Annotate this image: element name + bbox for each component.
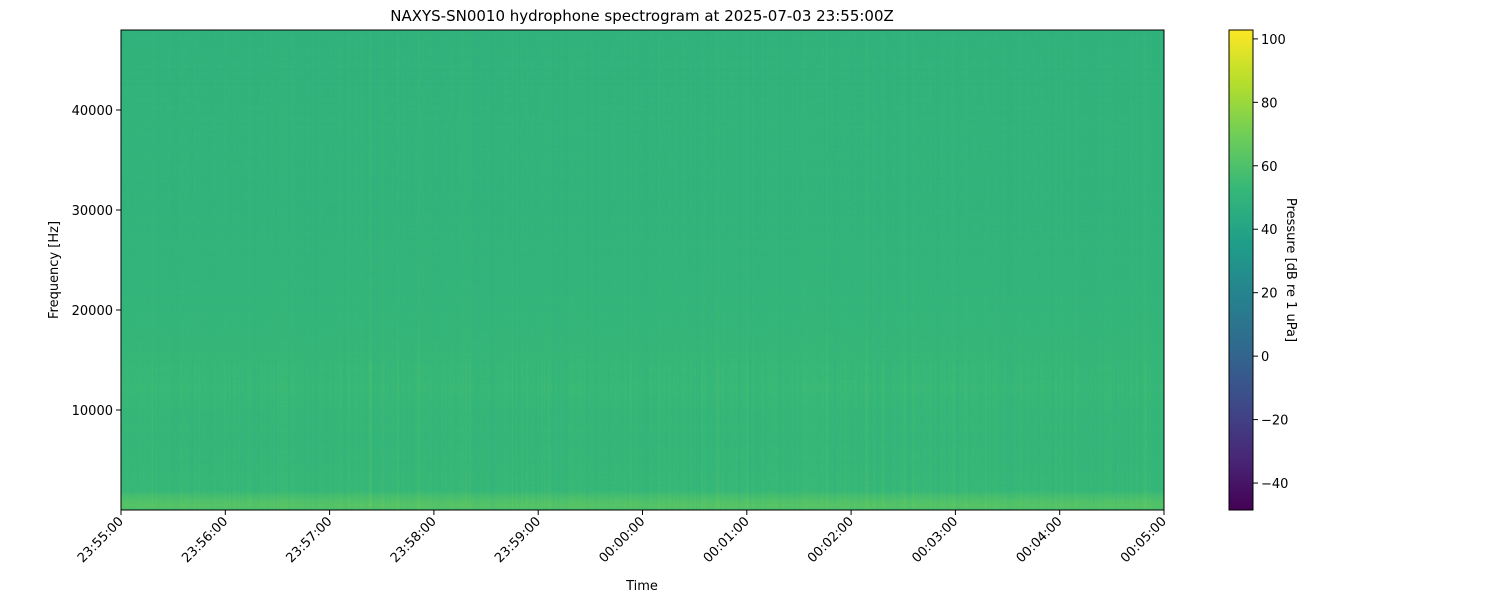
spectrogram-image bbox=[121, 30, 1164, 510]
x-tick-label: 23:56:00 bbox=[179, 514, 231, 566]
colorbar-tick-label: 100 bbox=[1261, 33, 1286, 48]
y-tick-label: 10000 bbox=[72, 404, 113, 419]
y-tick-label: 20000 bbox=[72, 304, 113, 319]
y-axis-label: Frequency [Hz] bbox=[47, 221, 62, 319]
x-tick-label: 00:05:00 bbox=[1118, 514, 1170, 566]
y-tick-label: 40000 bbox=[72, 104, 113, 119]
colorbar-tick-label: −40 bbox=[1261, 477, 1288, 492]
x-tick-label: 23:59:00 bbox=[492, 514, 544, 566]
colorbar-axis: −40 −20 0 20 40 60 80 100 bbox=[1253, 33, 1288, 492]
plot-frame bbox=[120, 29, 1165, 511]
x-axis-label: Time bbox=[625, 579, 658, 594]
x-tick-label: 00:03:00 bbox=[909, 514, 961, 566]
x-axis: 23:55:00 23:56:00 23:57:00 23:58:00 23:59:00… bbox=[75, 510, 1170, 566]
chart-title: NAXYS-SN0010 hydrophone spectrogram at 2… bbox=[390, 7, 894, 25]
x-tick-label: 23:57:00 bbox=[284, 514, 336, 566]
colorbar-tick-label: 0 bbox=[1261, 350, 1269, 365]
colorbar-tick-label: 20 bbox=[1261, 287, 1278, 302]
x-tick-label: 23:58:00 bbox=[388, 514, 440, 566]
y-axis: 10000 20000 30000 40000 bbox=[72, 104, 121, 419]
y-tick-label: 30000 bbox=[72, 204, 113, 219]
x-tick-label: 00:01:00 bbox=[701, 514, 753, 566]
colorbar-tick-label: 80 bbox=[1261, 96, 1278, 111]
colorbar-label: Pressure [dB re 1 uPa] bbox=[1283, 198, 1298, 342]
x-tick-label: 00:04:00 bbox=[1014, 514, 1066, 566]
colorbar-tick-label: 40 bbox=[1261, 223, 1278, 238]
colorbar-frame bbox=[1228, 29, 1254, 511]
colorbar-tick-label: 60 bbox=[1261, 160, 1278, 175]
x-tick-label: 00:00:00 bbox=[596, 514, 648, 566]
x-tick-label: 00:02:00 bbox=[805, 514, 857, 566]
colorbar bbox=[1229, 30, 1253, 510]
x-tick-label: 23:55:00 bbox=[75, 514, 127, 566]
colorbar-tick-label: −20 bbox=[1261, 414, 1288, 429]
